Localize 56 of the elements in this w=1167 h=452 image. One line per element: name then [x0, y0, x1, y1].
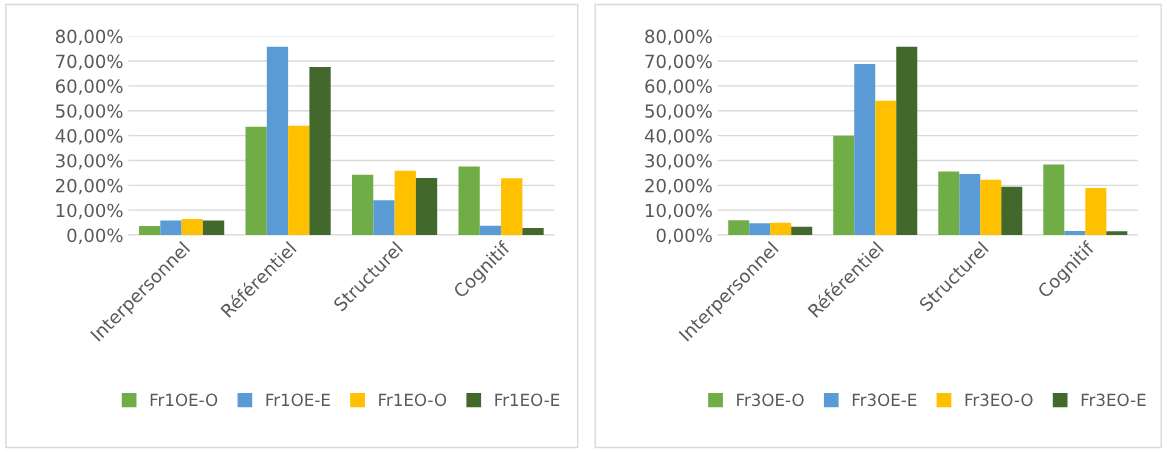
bar	[245, 126, 267, 236]
bar	[181, 218, 203, 236]
bar	[1043, 164, 1065, 236]
legend-label: Fr3OE-E	[852, 393, 917, 407]
y-tick-label: 30,00%	[645, 153, 712, 170]
bar	[394, 170, 416, 236]
bar	[938, 171, 960, 236]
y-tick-label: 20,00%	[645, 178, 712, 195]
y-tick-label: 60,00%	[645, 79, 712, 95]
y-tick-label: 40,00%	[55, 129, 123, 145]
y-tick-label: 10,00%	[56, 203, 123, 220]
y-tick-label: 30,00%	[56, 153, 123, 170]
bar	[833, 135, 855, 236]
bar	[522, 228, 544, 236]
y-tick-label: 40,00%	[644, 129, 712, 145]
bar	[728, 220, 750, 236]
legend-label: Fr3EO-E	[1081, 393, 1146, 407]
bar	[791, 226, 813, 236]
legend-label: Fr1OE-E	[266, 393, 330, 407]
bar	[980, 179, 1002, 236]
bar	[1106, 231, 1128, 236]
bar	[1001, 186, 1023, 236]
legend-label: Fr1EO-O	[379, 393, 447, 407]
bar	[160, 220, 182, 236]
bar	[415, 178, 438, 236]
bar	[1064, 231, 1086, 236]
bar	[501, 178, 523, 236]
y-tick-label: 50,00%	[645, 104, 712, 120]
legend-label: Fr1OE-O	[150, 393, 218, 407]
bar	[458, 166, 480, 236]
y-tick-label: 80,00%	[55, 29, 123, 46]
y-tick-label: 10,00%	[645, 203, 712, 220]
legend-label: Fr3OE-O	[737, 393, 804, 407]
y-tick-label: 70,00%	[56, 54, 123, 70]
bar	[770, 222, 792, 236]
bar	[749, 223, 771, 236]
legend-label: Fr3EO-O	[965, 393, 1033, 407]
bar	[266, 46, 289, 236]
bar	[875, 100, 897, 236]
bar	[373, 200, 395, 236]
bar	[854, 64, 876, 236]
y-tick-label: 60,00%	[55, 79, 123, 95]
y-tick-label: 50,00%	[56, 104, 123, 120]
bar	[288, 125, 310, 236]
bar	[1085, 188, 1107, 236]
bar	[479, 225, 502, 236]
y-tick-label: 70,00%	[645, 54, 712, 70]
bar	[309, 66, 331, 236]
bar	[139, 226, 161, 236]
bar	[896, 46, 918, 236]
y-tick-label: 20,00%	[55, 178, 123, 195]
bar	[202, 220, 225, 236]
legend-label: Fr1EO-E	[495, 393, 560, 407]
bar	[352, 174, 374, 236]
y-tick-label: 80,00%	[645, 29, 712, 46]
bar	[959, 173, 981, 236]
